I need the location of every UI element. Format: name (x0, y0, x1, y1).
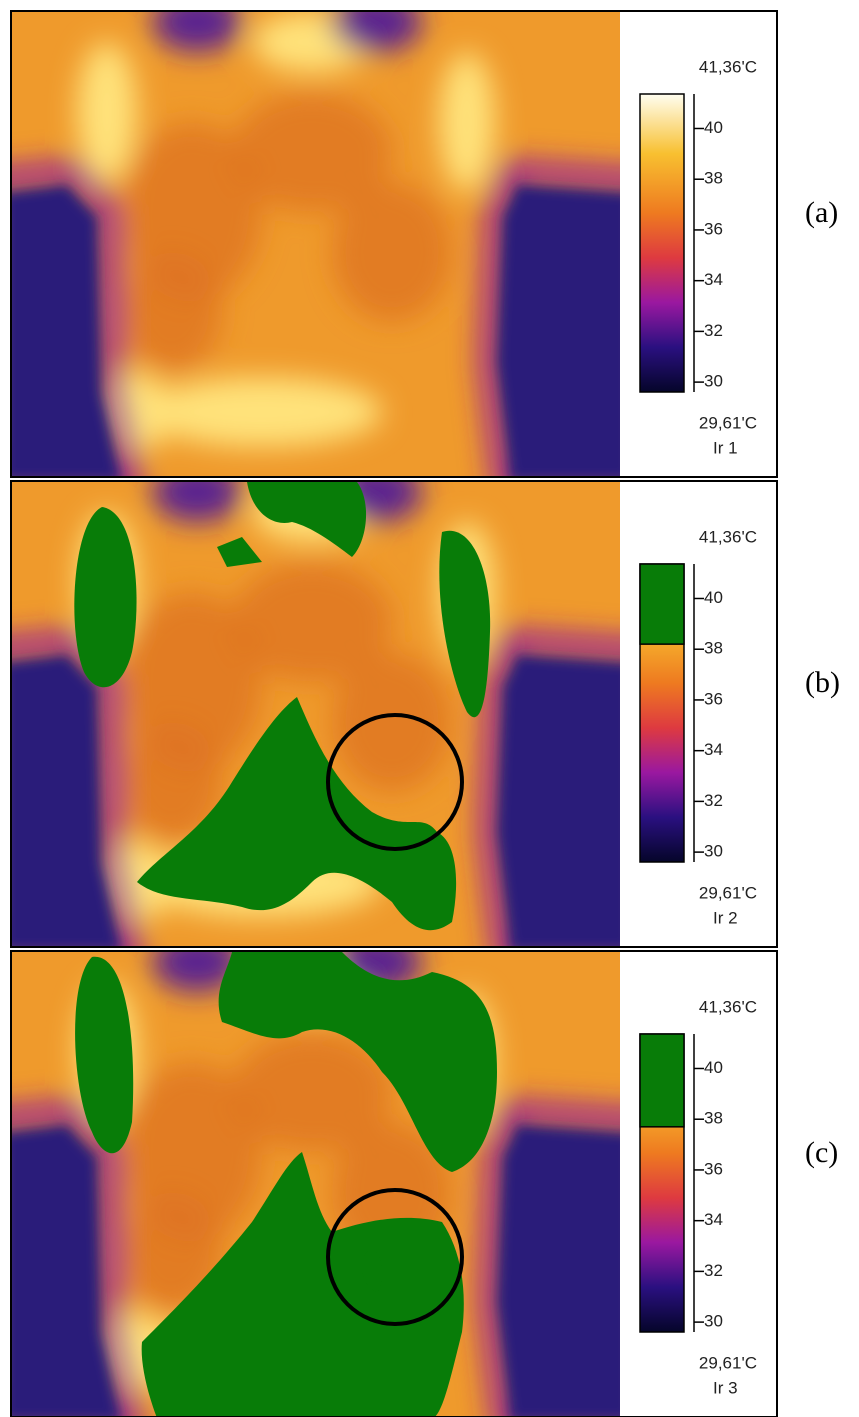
edge (12, 159, 620, 476)
tick-label: 38 (704, 639, 723, 658)
edge (12, 629, 620, 946)
tick-label: 40 (704, 588, 723, 607)
thermal-image (12, 482, 620, 946)
tick-label: 36 (704, 689, 723, 708)
thermal-image (12, 12, 620, 476)
tick-label: 40 (704, 118, 723, 137)
colorbar-threshold (639, 1033, 685, 1128)
tick-label: 36 (704, 1159, 723, 1178)
panel-frame (10, 480, 778, 948)
warm-patch (122, 1192, 222, 1312)
min-label: 29,61'C (699, 1353, 757, 1372)
hot-patch (77, 42, 137, 182)
threshold-region (218, 952, 497, 1172)
max-label: 41,36'C (699, 57, 757, 76)
threshold-region (74, 507, 137, 688)
threshold-region (361, 1250, 383, 1292)
threshold-region (75, 956, 134, 1154)
max-label: 41,36'C (699, 527, 757, 546)
colorbar-threshold (639, 563, 685, 645)
threshold-region (141, 1152, 464, 1416)
colorbar (639, 93, 685, 393)
tick-label: 30 (704, 372, 723, 391)
warm-patch (232, 92, 392, 212)
warm-patch (122, 252, 222, 372)
edge (12, 1099, 620, 1416)
tick-label: 38 (704, 169, 723, 188)
hot-patch (142, 377, 382, 447)
tick-label: 36 (704, 219, 723, 238)
hot-patch (439, 52, 495, 192)
panel: 30 32 34 36 38 40 41,36'C 29,61'C Ir 3 (10, 950, 778, 1417)
neck-shadow (332, 12, 422, 52)
neck-shadow (152, 952, 242, 992)
panel-label: (a) (805, 196, 838, 229)
warm-patch (332, 182, 452, 322)
threshold-region (137, 697, 457, 931)
image-content (12, 12, 620, 476)
panel-frame (10, 950, 778, 1417)
tick-label: 30 (704, 842, 723, 861)
neck-shadow (152, 12, 242, 52)
background (12, 184, 620, 476)
highlight-circle (326, 713, 464, 851)
shading (12, 12, 620, 476)
neck-shadow (152, 482, 242, 522)
min-label: 29,61'C (699, 413, 757, 432)
tick-label: 40 (704, 1058, 723, 1077)
background (12, 654, 620, 946)
tick-label: 32 (704, 1261, 723, 1280)
highlight-circle (326, 1188, 464, 1326)
min-label: 29,61'C (699, 883, 757, 902)
thermal-image (12, 952, 620, 1416)
warm-patch (122, 722, 222, 842)
tick-label: 30 (704, 1312, 723, 1331)
panel: 30 32 34 36 38 40 41,36'C 29,61'C Ir 2 (10, 480, 778, 948)
max-label: 41,36'C (699, 997, 757, 1016)
tick-label: 34 (704, 740, 723, 759)
threshold-region (217, 482, 367, 567)
tick-label: 32 (704, 321, 723, 340)
image-content (12, 952, 620, 1416)
image-content (12, 482, 620, 946)
image-name: Ir 2 (713, 908, 738, 927)
image-name: Ir 3 (713, 1378, 738, 1397)
threshold-region (391, 825, 414, 850)
image-name: Ir 1 (713, 438, 738, 457)
background (12, 1124, 620, 1416)
panel-frame (10, 10, 778, 478)
panel: 30 32 34 36 38 40 41,36'C 29,61'C Ir 1 (10, 10, 778, 478)
tick-label: 32 (704, 791, 723, 810)
tick-label: 34 (704, 1210, 723, 1229)
warm-patch (232, 1032, 392, 1152)
threshold-region (439, 530, 491, 718)
warm-patch (332, 652, 452, 792)
tick-label: 38 (704, 1109, 723, 1128)
tick-label: 34 (704, 270, 723, 289)
panel-label: (b) (805, 666, 840, 699)
warm-patch (232, 562, 392, 682)
panel-label: (c) (805, 1136, 838, 1169)
